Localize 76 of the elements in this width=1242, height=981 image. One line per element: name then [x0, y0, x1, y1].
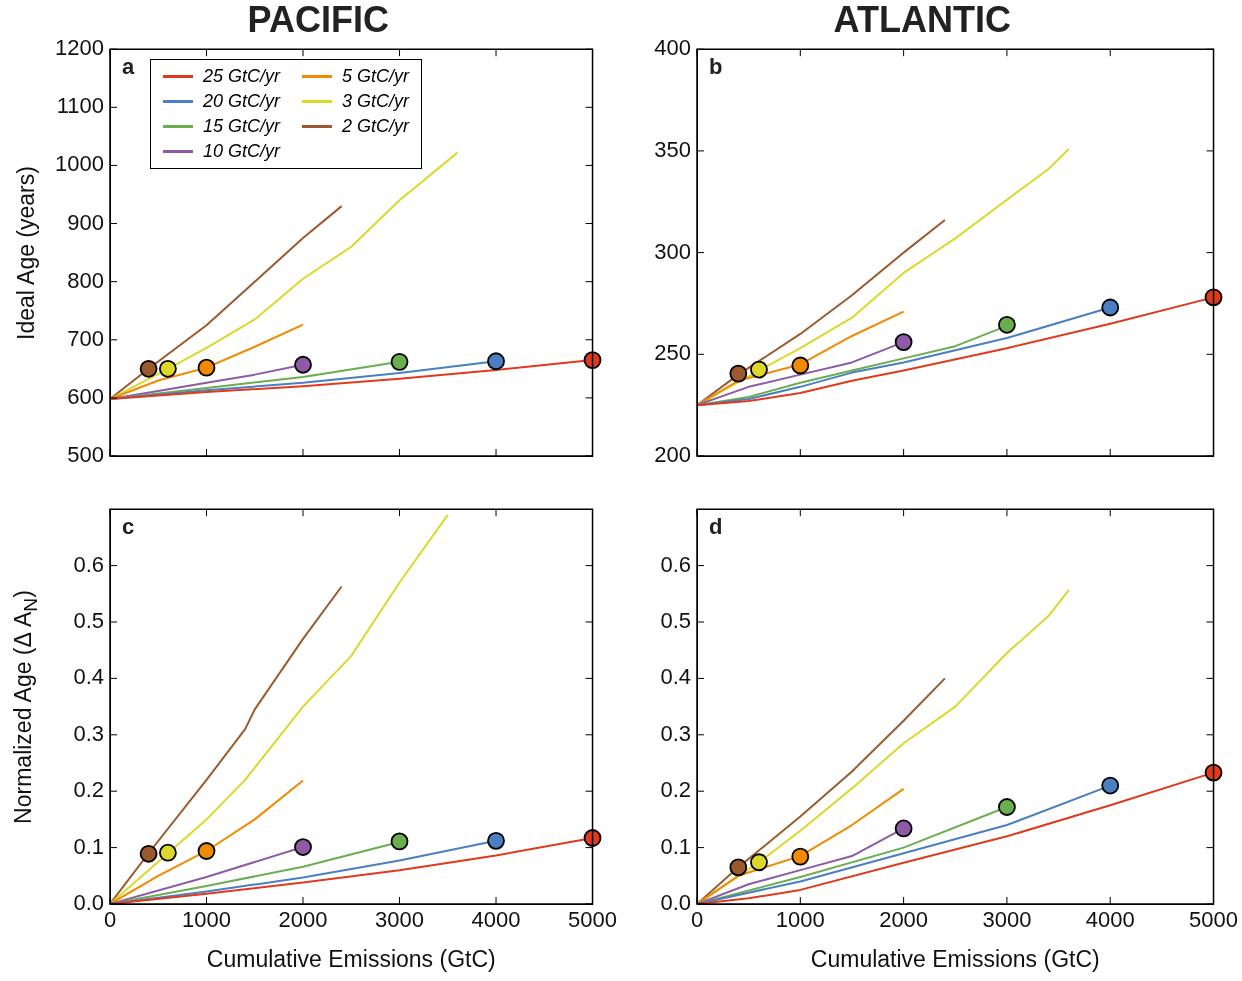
point: [791, 356, 810, 375]
legend-label: 20 GtC/yr: [203, 91, 281, 113]
y-tick-label: 0.6: [660, 551, 691, 577]
y-tick-label: 900: [67, 209, 104, 235]
x-tick-label: 4000: [1085, 907, 1135, 933]
y-tick-label: 0.1: [660, 833, 691, 859]
y-tick-label: 0.5: [73, 608, 104, 634]
y-tick-label: 300: [654, 238, 691, 264]
y-tick-label: 400: [654, 35, 691, 61]
x-tick-label: 4000: [471, 907, 521, 933]
y-tick-label: 0.4: [73, 664, 104, 690]
y-tick-label: 1000: [55, 151, 104, 177]
point: [487, 831, 505, 850]
chart-title: PACIFIC: [247, 0, 389, 40]
legend-label: 2 GtC/yr: [342, 116, 410, 138]
point: [791, 847, 810, 866]
annotation: c: [122, 514, 135, 540]
y-tick-label: 1100: [56, 93, 104, 119]
y-axis-title: Ideal Age (years): [12, 165, 40, 340]
annotation: a: [122, 54, 135, 80]
x-tick-label: 3000: [982, 907, 1032, 933]
point: [390, 832, 409, 851]
x-tick-label: 1000: [182, 907, 231, 933]
point: [894, 819, 913, 838]
x-tick-label: 2000: [879, 907, 929, 933]
y-tick-label: 0.3: [660, 720, 691, 746]
point: [197, 842, 216, 860]
y-tick-label: 0.6: [73, 551, 104, 577]
y-tick-label: 350: [654, 136, 691, 162]
point: [750, 360, 768, 379]
x-tick-label: 3000: [375, 907, 424, 933]
annotation: d: [709, 514, 723, 540]
point: [1204, 763, 1223, 782]
legend-label: 5 GtC/yr: [342, 66, 410, 88]
y-tick-label: 250: [654, 340, 691, 366]
y-tick-label: 0.2: [73, 777, 104, 803]
point: [1101, 776, 1120, 795]
legend-label: 25 GtC/yr: [203, 66, 281, 88]
y-tick-label: 600: [67, 383, 104, 409]
point: [750, 853, 768, 872]
x-tick-label: 0: [103, 907, 117, 933]
x-tick-label: 0: [690, 907, 704, 933]
x-tick-label: 2000: [278, 907, 328, 933]
point: [1101, 298, 1120, 317]
annotation: b: [709, 54, 723, 80]
y-tick-label: 0.5: [660, 608, 691, 634]
y-tick-label: 0.2: [660, 777, 691, 803]
y-tick-label: 500: [67, 442, 104, 468]
y-tick-label: 200: [654, 442, 691, 468]
chart-title: ATLANTIC: [833, 0, 1011, 40]
point: [729, 364, 748, 383]
y-tick-label: 0.1: [73, 833, 104, 859]
point: [294, 838, 312, 856]
legend-label: 15 GtC/yr: [203, 116, 281, 138]
point: [729, 858, 748, 877]
point: [159, 843, 177, 862]
x-tick-label: 5000: [1189, 907, 1239, 933]
point: [1204, 288, 1223, 307]
x-axis-title: Cumulative Emissions (GtC): [810, 945, 1100, 972]
point: [139, 844, 158, 863]
point: [894, 333, 913, 351]
y-tick-label: 800: [67, 267, 104, 293]
y-tick-label: 0.0: [73, 890, 104, 916]
y-tick-label: 0.3: [73, 720, 104, 746]
y-tick-label: 0.0: [660, 890, 691, 916]
y-tick-label: 700: [67, 325, 104, 351]
point: [583, 829, 602, 847]
y-tick-label: 1200: [55, 35, 104, 61]
x-tick-label: 5000: [568, 907, 618, 933]
legend-label: 10 GtC/yr: [203, 141, 281, 163]
x-tick-label: 1000: [775, 907, 825, 933]
x-axis-title: Cumulative Emissions (GtC): [206, 945, 496, 972]
y-tick-label: 0.4: [660, 664, 691, 690]
legend-label: 3 GtC/yr: [342, 91, 410, 113]
point: [998, 798, 1016, 816]
point: [998, 315, 1016, 334]
